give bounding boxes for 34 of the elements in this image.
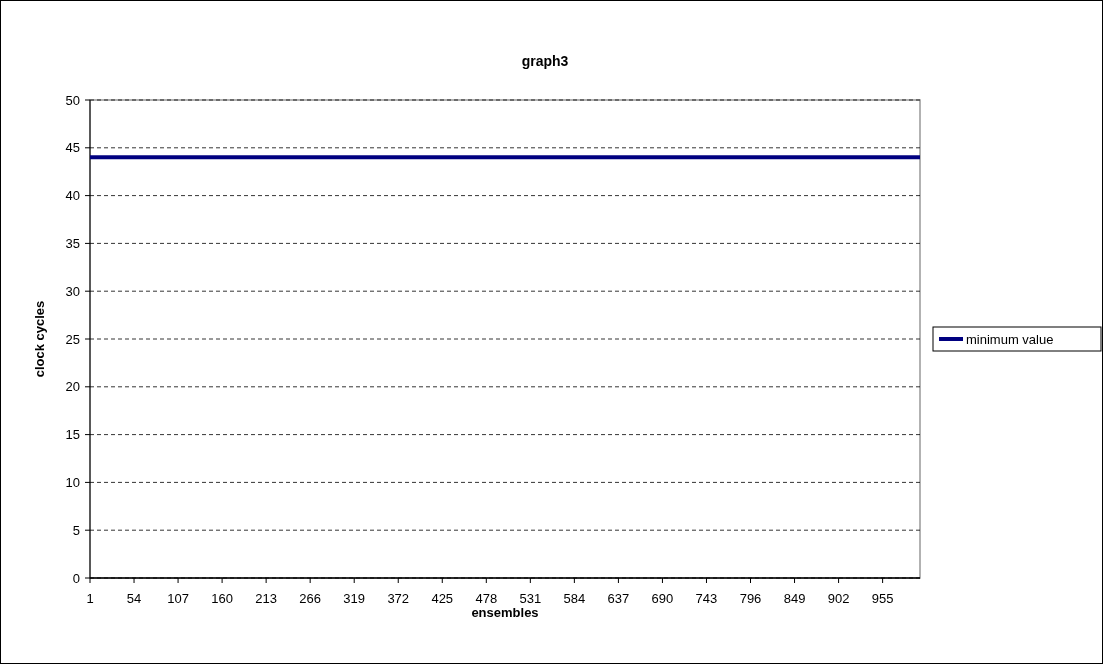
x-tick-label: 213 [255, 591, 277, 606]
x-tick-label: 372 [387, 591, 410, 606]
legend-label: minimum value [966, 331, 1054, 347]
x-tick-label: 425 [431, 591, 454, 606]
x-axis-title: ensembles [471, 605, 539, 620]
x-tick-label: 266 [299, 591, 322, 606]
y-tick-label: 5 [72, 522, 80, 538]
x-tick-label: 319 [343, 591, 366, 606]
x-tick-label: 902 [827, 591, 850, 606]
y-tick-label: 40 [65, 188, 80, 204]
x-tick-label: 1 [86, 591, 94, 606]
x-tick-label: 637 [607, 591, 630, 606]
y-tick-label: 25 [65, 331, 80, 347]
y-tick-label: 20 [65, 379, 80, 395]
x-tick-label: 743 [695, 591, 718, 606]
chart-title: graph3 [521, 53, 569, 69]
x-tick-label: 849 [783, 591, 806, 606]
x-tick-label: 584 [563, 591, 586, 606]
x-tick-label: 796 [739, 591, 762, 606]
y-tick-label: 35 [65, 235, 80, 251]
x-tick-label: 54 [126, 591, 142, 606]
y-tick-label: 50 [65, 92, 80, 108]
y-tick-label: 15 [65, 427, 80, 443]
y-tick-label: 30 [65, 283, 80, 299]
x-tick-label: 160 [211, 591, 233, 606]
y-tick-label: 45 [65, 140, 80, 156]
y-axis-title: clock cycles [32, 300, 47, 378]
y-tick-label: 10 [65, 474, 80, 490]
x-tick-label: 955 [871, 591, 894, 606]
y-tick-label: 0 [72, 570, 80, 586]
x-tick-label: 531 [519, 591, 542, 606]
x-tick-label: 690 [651, 591, 674, 606]
x-tick-label: 107 [167, 591, 189, 606]
x-tick-label: 478 [475, 591, 498, 606]
